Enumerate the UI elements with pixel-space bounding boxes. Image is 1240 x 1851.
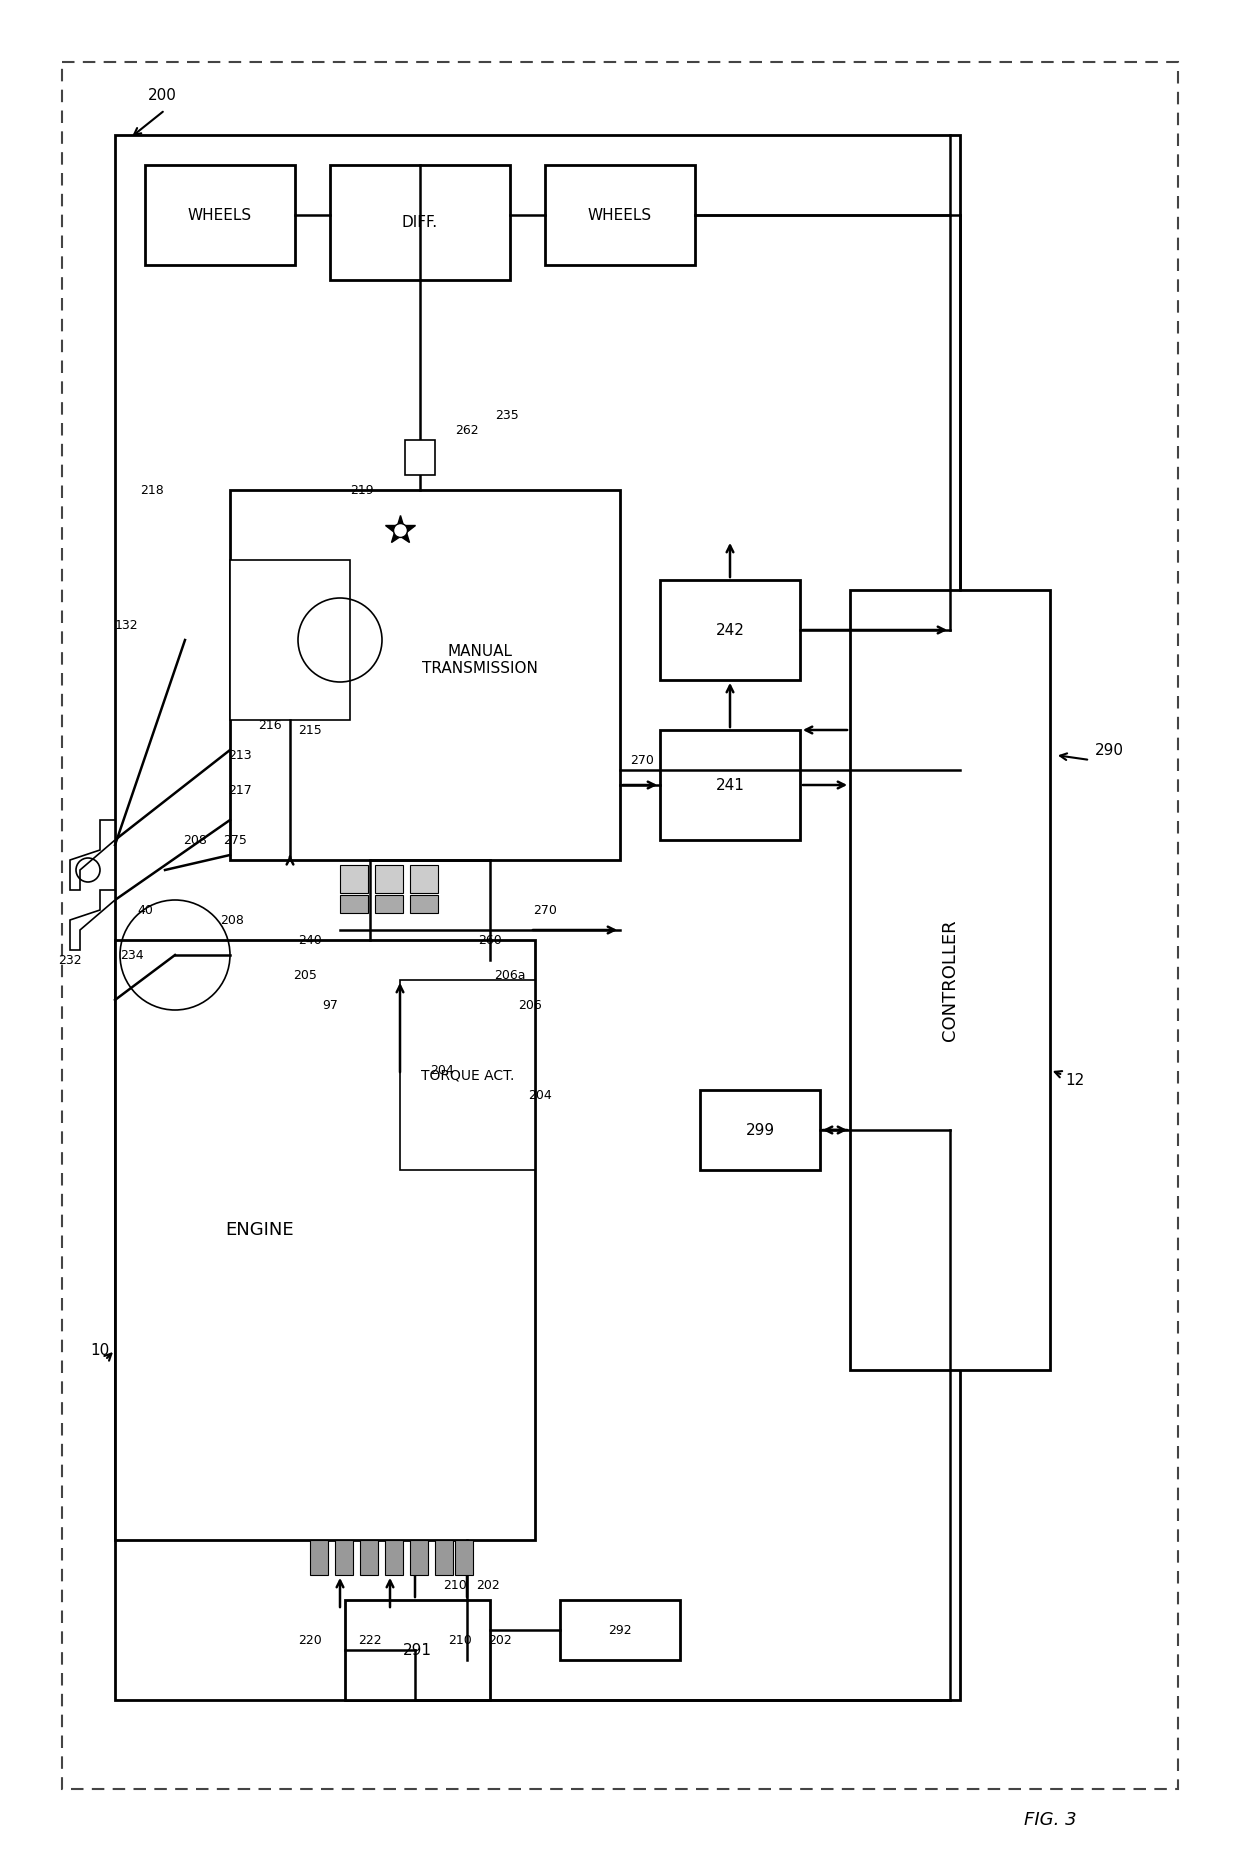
Text: 200: 200	[148, 87, 177, 102]
Bar	[374, 864, 403, 892]
Text: 242: 242	[715, 622, 744, 637]
Bar	[455, 1540, 472, 1575]
Text: FIG. 3: FIG. 3	[1024, 1810, 1076, 1829]
Bar	[340, 864, 368, 892]
Bar	[546, 165, 694, 265]
Text: 222: 222	[358, 1633, 382, 1647]
Text: DIFF.: DIFF.	[402, 215, 438, 230]
Bar	[340, 896, 368, 913]
Bar	[849, 590, 1050, 1370]
Bar	[229, 491, 620, 861]
Text: ENGINE: ENGINE	[226, 1222, 294, 1238]
Text: 299: 299	[745, 1122, 775, 1138]
Text: 204: 204	[528, 1088, 552, 1101]
Text: 40: 40	[138, 903, 153, 916]
Text: WHEELS: WHEELS	[588, 207, 652, 222]
Bar	[345, 1599, 490, 1699]
Bar	[560, 1599, 680, 1660]
Text: 202: 202	[476, 1579, 500, 1592]
Bar	[374, 896, 403, 913]
Text: 205: 205	[293, 968, 317, 981]
Bar	[310, 1540, 329, 1575]
Bar	[410, 1540, 428, 1575]
Polygon shape	[69, 820, 115, 890]
Text: 10: 10	[91, 1342, 109, 1357]
Bar	[401, 979, 534, 1170]
Text: 260: 260	[479, 933, 502, 946]
Text: 219: 219	[350, 483, 373, 496]
Text: 206a: 206a	[495, 968, 526, 981]
Bar	[405, 441, 435, 476]
Text: 215: 215	[298, 724, 322, 737]
Text: 132: 132	[115, 618, 139, 631]
Text: 234: 234	[120, 948, 144, 961]
Text: 275: 275	[223, 833, 247, 846]
Text: TORQUE ACT.: TORQUE ACT.	[420, 1068, 515, 1083]
Bar	[335, 1540, 353, 1575]
Text: 97: 97	[322, 998, 339, 1011]
Bar	[410, 864, 438, 892]
Text: 235: 235	[495, 409, 518, 422]
Polygon shape	[69, 890, 115, 950]
Bar	[384, 1540, 403, 1575]
Bar	[360, 1540, 378, 1575]
Bar	[115, 135, 960, 1699]
Text: 208: 208	[219, 914, 244, 927]
Text: 241: 241	[715, 777, 744, 792]
Text: 232: 232	[58, 953, 82, 966]
Text: 270: 270	[630, 753, 653, 766]
Text: 213: 213	[228, 748, 252, 761]
Bar	[410, 896, 438, 913]
Text: 204: 204	[430, 1064, 454, 1077]
Text: 218: 218	[140, 483, 164, 496]
Text: 206: 206	[518, 998, 542, 1011]
Text: WHEELS: WHEELS	[188, 207, 252, 222]
Text: 202: 202	[489, 1633, 512, 1647]
Text: CONTROLLER: CONTROLLER	[941, 920, 959, 1040]
Text: 210: 210	[448, 1633, 472, 1647]
Text: 208: 208	[184, 833, 207, 846]
Text: 12: 12	[1065, 1072, 1084, 1088]
Bar	[330, 165, 510, 280]
Bar	[701, 1090, 820, 1170]
Text: 290: 290	[1095, 742, 1123, 757]
Text: 292: 292	[608, 1623, 632, 1636]
Bar	[145, 165, 295, 265]
Bar	[229, 561, 350, 720]
Text: 216: 216	[258, 718, 281, 731]
Bar	[660, 579, 800, 679]
Text: 217: 217	[228, 783, 252, 796]
Bar	[115, 940, 534, 1540]
Bar	[660, 729, 800, 840]
Text: 270: 270	[533, 903, 557, 916]
Text: 210: 210	[443, 1579, 467, 1592]
Text: 262: 262	[455, 424, 479, 437]
Text: MANUAL
TRANSMISSION: MANUAL TRANSMISSION	[422, 644, 538, 676]
Text: 291: 291	[403, 1642, 432, 1657]
Bar	[435, 1540, 453, 1575]
Text: 240: 240	[298, 933, 322, 946]
Text: 220: 220	[298, 1633, 322, 1647]
